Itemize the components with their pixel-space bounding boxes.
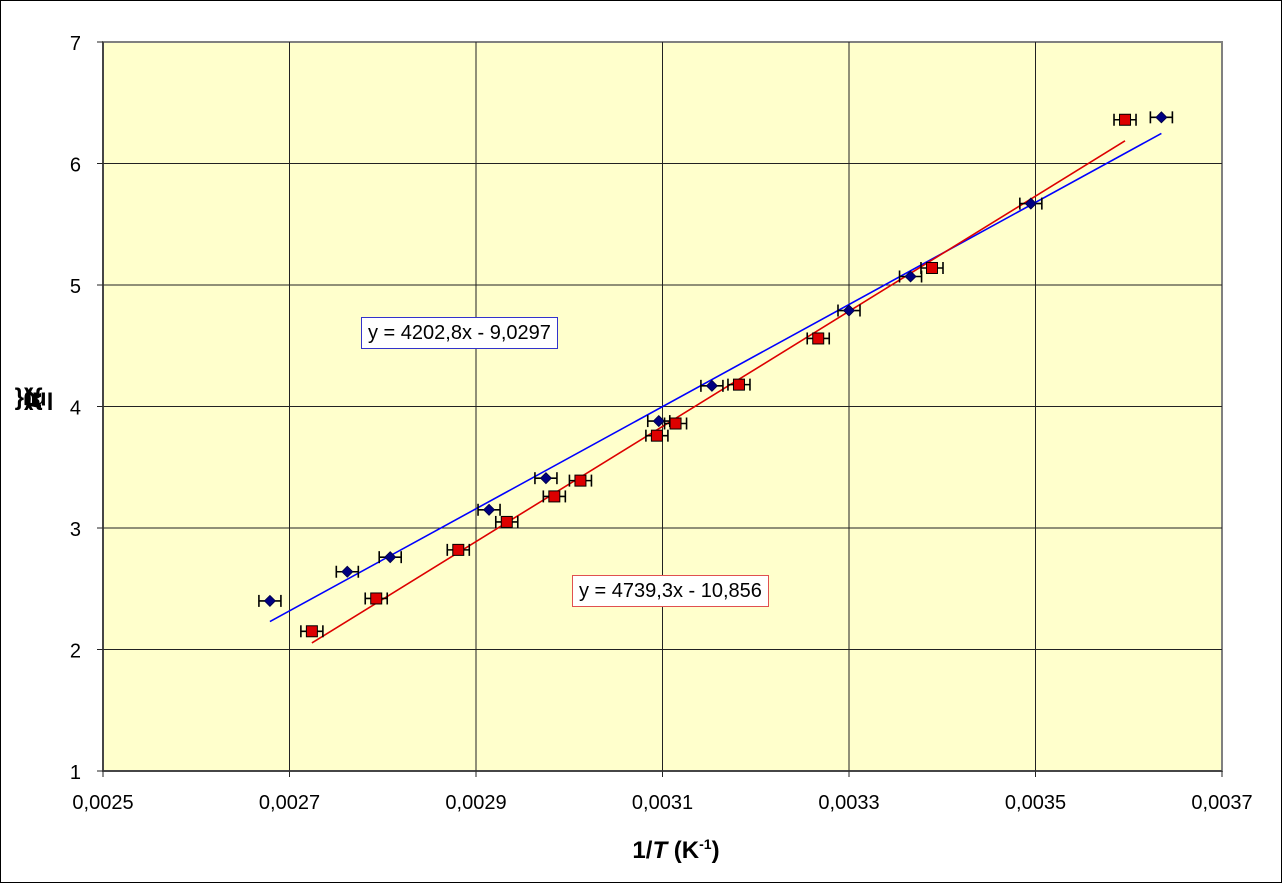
data-point <box>258 594 282 607</box>
data-point <box>727 378 751 391</box>
diamond-marker-icon <box>652 415 665 428</box>
x-axis-title-var: T <box>652 837 668 864</box>
square-marker-icon <box>650 429 663 442</box>
data-point <box>806 332 831 345</box>
square-marker-icon <box>732 378 745 391</box>
x-tick-label: 0,0027 <box>259 792 320 814</box>
trendline-blue <box>269 132 1162 623</box>
square-marker-icon <box>812 332 825 345</box>
y-tick-label: 2 <box>70 641 81 663</box>
data-point <box>920 261 944 274</box>
y-axis-title-suffix: }) <box>25 387 43 414</box>
diamond-marker-icon <box>1024 197 1037 210</box>
y-axis-title: ln({R}) <box>14 330 54 470</box>
data-point <box>646 415 671 428</box>
axes <box>97 41 1223 777</box>
trendline-equation-blue: y = 4202,8x - 9,0297 <box>361 317 558 349</box>
square-marker-icon <box>452 543 465 556</box>
data-point <box>700 379 724 392</box>
data-point <box>494 515 519 528</box>
x-tick-label: 0,0033 <box>818 792 879 814</box>
data-point <box>1113 113 1137 126</box>
diamond-marker-icon <box>904 270 917 283</box>
trendline-red <box>311 140 1126 644</box>
x-tick-label: 0,0037 <box>1191 792 1252 814</box>
square-marker-icon <box>370 592 383 605</box>
x-axis-title-prefix: 1/ <box>632 837 653 864</box>
square-marker-icon <box>500 515 513 528</box>
data-point <box>1149 111 1174 124</box>
diamond-marker-icon <box>705 379 718 392</box>
data-point <box>446 543 471 556</box>
trendlines <box>269 132 1162 644</box>
x-axis-title-exponent: -1 <box>699 836 712 852</box>
data-point <box>477 503 501 516</box>
diamond-marker-icon <box>384 551 397 564</box>
square-marker-icon <box>548 490 561 503</box>
y-tick-label: 7 <box>70 33 81 55</box>
data-point <box>378 551 403 564</box>
x-tick-label: 0,0029 <box>445 792 506 814</box>
data-point <box>534 472 558 485</box>
data-point <box>568 474 593 487</box>
data-point <box>663 417 688 430</box>
y-tick-label: 4 <box>70 398 81 420</box>
x-axis-title: 1/T (K-1) <box>0 836 1282 865</box>
tick-labels: 0,0025 0,0027 0,0029 0,0031 0,0033 0,0035 0,00… <box>70 33 1253 814</box>
diamond-marker-icon <box>1155 111 1168 124</box>
y-tick-label: 6 <box>70 155 81 177</box>
y-tick-label: 1 <box>70 762 81 784</box>
x-axis-title-unit: (K <box>667 837 700 864</box>
trendline-equation-red: y = 4739,3x - 10,856 <box>572 575 769 607</box>
data-points <box>258 111 1174 638</box>
square-marker-icon <box>1119 113 1132 126</box>
x-tick-label: 0,0031 <box>632 792 693 814</box>
diamond-marker-icon <box>482 503 496 516</box>
square-marker-icon <box>305 625 318 638</box>
diamond-marker-icon <box>539 472 553 485</box>
data-point <box>645 429 669 442</box>
data-point <box>1019 197 1043 210</box>
y-tick-label: 3 <box>70 519 81 541</box>
data-point <box>300 625 324 638</box>
square-marker-icon <box>925 261 938 274</box>
data-point <box>837 304 861 317</box>
diamond-marker-icon <box>842 304 856 317</box>
data-point <box>364 592 389 605</box>
data-point <box>335 565 360 578</box>
square-marker-icon <box>669 417 682 430</box>
y-tick-label: 5 <box>70 276 81 298</box>
x-axis-title-close: ) <box>711 837 720 864</box>
x-tick-label: 0,0025 <box>72 792 133 814</box>
square-marker-icon <box>574 474 587 487</box>
data-point <box>542 490 567 503</box>
x-tick-label: 0,0035 <box>1005 792 1066 814</box>
diamond-marker-icon <box>263 594 276 607</box>
diamond-marker-icon <box>341 565 354 578</box>
